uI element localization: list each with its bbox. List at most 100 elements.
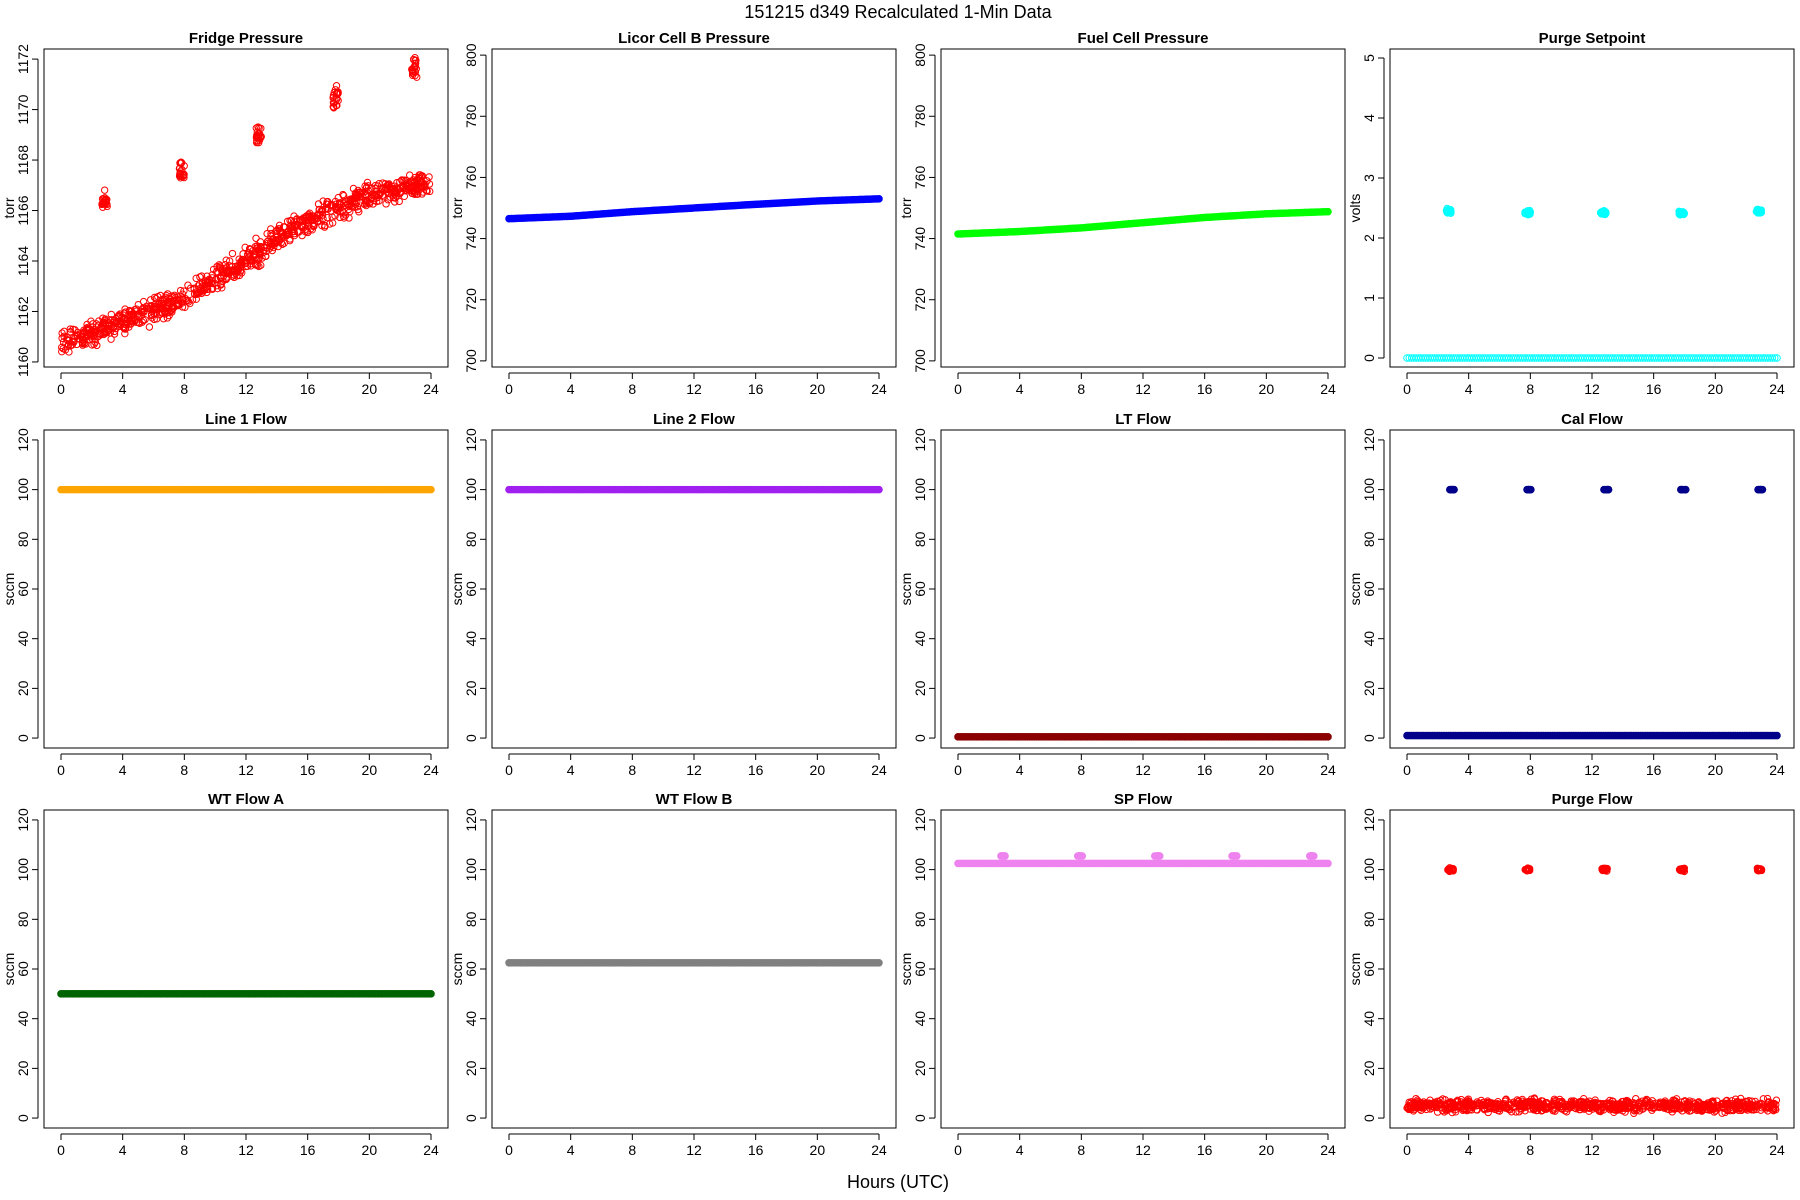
data-point: [1618, 1104, 1626, 1113]
panel-wt-flow-b: WT Flow B sccm 0 4 8 12 16 20 24 0 20 40 60 80 100 120: [449, 791, 897, 1158]
data-point: [305, 219, 313, 227]
x-tick-label: 20: [810, 762, 826, 778]
data-point: [1443, 209, 1452, 217]
y-tick-label: 0: [463, 734, 479, 742]
y-axis-label: sccm: [449, 573, 465, 606]
data-point: [110, 330, 119, 338]
data-point: [392, 184, 400, 192]
x-tick-label: 8: [1526, 381, 1534, 397]
panel-lt-flow: LT Flow sccm 0 4 8 12 16 20 24 0 20 40 60 80 100 120: [898, 411, 1346, 778]
y-axis-label: torr: [449, 197, 465, 218]
data-point: [333, 94, 341, 102]
data-point: [336, 199, 344, 207]
plot-frame: [43, 48, 449, 368]
data-point: [875, 958, 883, 967]
data-point: [339, 212, 348, 221]
data-point: [274, 225, 283, 233]
data-point: [1404, 1103, 1412, 1111]
data-point: [1685, 1099, 1693, 1107]
x-tick-label: 20: [1259, 762, 1275, 778]
x-tick-label: 24: [423, 381, 439, 397]
data-point: [1597, 209, 1606, 217]
data-point: [175, 172, 184, 180]
panel-title: SP Flow: [1114, 791, 1172, 808]
data-point: [1460, 1105, 1468, 1114]
data-point: [1708, 1098, 1717, 1106]
x-tick-label: 8: [628, 762, 636, 778]
x-tick-label: 24: [1320, 1142, 1336, 1158]
x-tick-label: 16: [1646, 762, 1662, 778]
data-point: [176, 164, 184, 172]
x-tick-label: 0: [57, 381, 65, 397]
y-tick-label: 40: [15, 631, 31, 647]
data-point: [1324, 733, 1332, 741]
y-tick-label: 80: [463, 911, 479, 927]
x-tick-label: 8: [1526, 1142, 1534, 1158]
y-tick-label: 700: [463, 349, 479, 373]
data-point: [404, 179, 413, 188]
x-tick-label: 24: [1769, 762, 1785, 778]
panel-title: Fuel Cell Pressure: [1078, 30, 1209, 47]
data-point: [192, 295, 200, 303]
data-point: [180, 287, 188, 295]
data-point: [875, 485, 883, 494]
y-tick-label: 120: [912, 428, 928, 452]
y-tick-label: 60: [912, 961, 928, 977]
data-point: [999, 852, 1007, 860]
data-point: [375, 197, 383, 205]
y-tick-label: 780: [912, 104, 928, 128]
data-point: [1771, 1104, 1779, 1113]
data-point: [1532, 1106, 1541, 1115]
data-point: [331, 86, 340, 94]
data-point: [1462, 1106, 1471, 1114]
data-point: [251, 242, 260, 251]
data-point: [235, 255, 243, 263]
panel-title: WT Flow A: [208, 791, 284, 808]
data-point: [128, 317, 136, 325]
data-point: [350, 194, 359, 202]
x-tick-label: 4: [119, 1142, 127, 1158]
data-point: [1324, 207, 1332, 216]
data-point: [343, 200, 351, 208]
y-tick-label: 80: [912, 531, 928, 547]
data-point: [405, 171, 414, 179]
data-point: [357, 190, 365, 198]
data-point: [150, 305, 158, 314]
data-point: [1648, 1097, 1656, 1105]
plot-frame: [1389, 48, 1795, 368]
y-axis-label: sccm: [1, 953, 17, 986]
data-point: [1770, 1099, 1778, 1108]
y-axis-label: torr: [1, 197, 17, 218]
data-point: [230, 267, 239, 275]
data-point: [218, 267, 226, 276]
data-point: [174, 293, 182, 301]
x-tick-label: 8: [1077, 381, 1085, 397]
y-tick-label: 80: [463, 531, 479, 547]
data-point: [1679, 485, 1687, 494]
data-point: [287, 216, 296, 225]
y-tick-label: 0: [1361, 354, 1377, 362]
data-point: [1603, 865, 1611, 874]
y-tick-label: 20: [1361, 680, 1377, 696]
y-tick-label: 1160: [15, 347, 31, 377]
data-point: [100, 186, 109, 194]
data-point: [354, 205, 362, 214]
data-point: [1580, 1099, 1589, 1108]
data-point: [230, 271, 238, 279]
series-baseline: [954, 859, 1332, 868]
data-point: [382, 200, 390, 208]
data-point: [334, 89, 342, 98]
data-point: [329, 202, 337, 210]
x-tick-label: 8: [628, 1142, 636, 1158]
data-point: [331, 197, 340, 206]
data-point: [209, 265, 218, 274]
data-point: [413, 73, 421, 81]
data-point: [1537, 1107, 1546, 1115]
data-point: [362, 191, 371, 200]
series-data: [954, 733, 1332, 741]
y-tick-label: 80: [15, 531, 31, 547]
y-tick-label: 20: [15, 1060, 31, 1076]
data-points: [57, 990, 435, 998]
